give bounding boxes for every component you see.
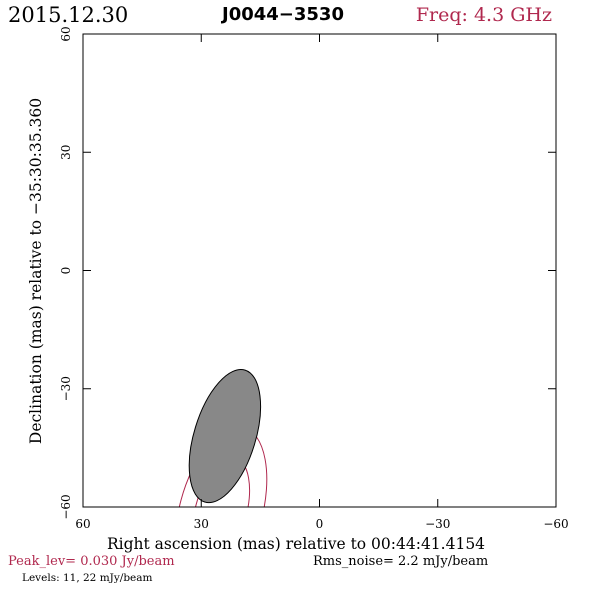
y-tick-label: −60: [59, 494, 73, 519]
y-tick-label: 0: [59, 267, 73, 275]
y-tick-label: 60: [59, 26, 73, 41]
x-tick-label: 30: [194, 517, 209, 531]
plot-frame: [82, 33, 557, 508]
x-tick-label: −60: [543, 517, 568, 531]
source-name: J0044−3530: [222, 4, 344, 25]
peak-level: Peak_lev= 0.030 Jy/beam: [8, 554, 175, 569]
tick-label-layer: 60 30 0 −30 −60 −60 −30 0 30 60: [59, 26, 569, 531]
x-tick-label: −30: [425, 517, 450, 531]
observation-date: 2015.12.30: [8, 3, 129, 27]
beam-layer: [188, 368, 262, 504]
tick-layer: [82, 33, 557, 508]
beam-ellipse: [188, 368, 262, 504]
frequency-label: Freq: 4.3 GHz: [415, 4, 552, 26]
y-tick-label: −30: [59, 376, 73, 401]
contour-levels: Levels: 11, 22 mJy/beam: [22, 572, 153, 584]
y-tick-label: 30: [59, 145, 73, 160]
rms-noise: Rms_noise= 2.2 mJy/beam: [313, 554, 489, 569]
y-axis-label: Declination (mas) relative to −35:30:35.…: [27, 98, 45, 444]
x-tick-label: 0: [316, 517, 324, 531]
x-tick-label: 60: [75, 517, 90, 531]
x-axis-label: Right ascension (mas) relative to 00:44:…: [107, 535, 485, 553]
